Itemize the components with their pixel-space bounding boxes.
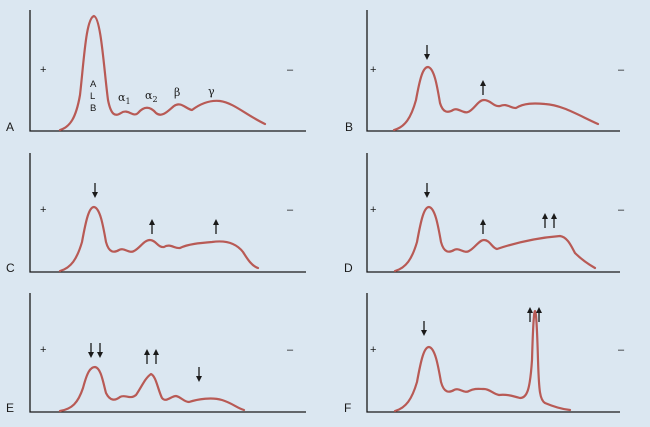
panel-d-letter: D bbox=[344, 261, 353, 275]
panel-f-axes bbox=[366, 293, 620, 413]
panel-f-curve bbox=[393, 309, 572, 413]
panel-b-minus-sign: – bbox=[618, 64, 625, 76]
panel-c-axes bbox=[29, 153, 306, 273]
panel-b-plus-sign: + bbox=[370, 64, 376, 76]
panel-c-alpha2-up-arrow bbox=[149, 219, 155, 234]
panel-e-letter: E bbox=[6, 401, 14, 415]
panel-b-curve bbox=[392, 65, 600, 132]
panel-e-alpha2-double-up-arrow bbox=[144, 349, 159, 364]
panel-f-m-spike-double-up-arrow bbox=[527, 307, 542, 322]
panel-c-gamma-up-arrow bbox=[213, 219, 219, 234]
panel-b-letter: B bbox=[345, 120, 353, 134]
alpha2-label-sub: 2 bbox=[152, 95, 157, 104]
alpha1-label-main: α bbox=[118, 91, 126, 104]
panel-f-albumin-down-arrow bbox=[421, 321, 427, 336]
panel-d-curve bbox=[393, 205, 597, 273]
alb-letter-a: A bbox=[90, 79, 97, 90]
alpha1-label-sub: 1 bbox=[125, 97, 130, 106]
panel-c-albumin-down-arrow bbox=[92, 183, 98, 198]
panel-b-alpha2-up-arrow bbox=[480, 80, 486, 95]
panel-c: C + – bbox=[6, 153, 306, 275]
panel-c-plus-sign: + bbox=[40, 204, 46, 216]
panel-e: E + – bbox=[6, 293, 306, 415]
panel-c-curve bbox=[58, 205, 260, 273]
panel-c-minus-sign: – bbox=[287, 204, 294, 216]
panel-a-letter: A bbox=[6, 120, 14, 134]
panel-b-albumin-down-arrow bbox=[424, 45, 430, 60]
alpha2-label: α2 bbox=[145, 89, 158, 104]
panel-a-axes bbox=[29, 10, 306, 132]
panel-d-plus-sign: + bbox=[370, 204, 376, 216]
panel-f-minus-sign: – bbox=[618, 344, 625, 356]
alpha2-label-main: α bbox=[145, 89, 153, 102]
panel-d-alpha2-up-arrow bbox=[480, 219, 486, 234]
panel-e-axes bbox=[29, 293, 306, 413]
panel-d: D + – bbox=[344, 153, 625, 275]
panel-a-minus-sign: – bbox=[287, 64, 294, 76]
panel-f: F + – bbox=[344, 293, 625, 415]
panel-c-letter: C bbox=[6, 261, 15, 275]
alb-letter-l: L bbox=[90, 91, 95, 102]
alb-letter-b: B bbox=[90, 103, 96, 114]
gamma-label: γ bbox=[208, 85, 215, 98]
panel-d-gamma-double-up-arrow bbox=[542, 213, 557, 228]
panel-a: A + – A L B α1 α2 β γ bbox=[6, 10, 306, 134]
panel-e-curve bbox=[58, 365, 246, 413]
panel-f-letter: F bbox=[344, 401, 351, 415]
alpha1-label: α1 bbox=[118, 91, 131, 106]
panel-d-axes bbox=[366, 153, 620, 273]
panel-e-minus-sign: – bbox=[287, 344, 294, 356]
panel-f-plus-sign: + bbox=[370, 344, 376, 356]
panel-b: B + – bbox=[345, 10, 625, 134]
panel-e-gamma-down-arrow bbox=[196, 367, 202, 382]
panel-d-albumin-down-arrow bbox=[424, 183, 430, 198]
beta-label: β bbox=[174, 86, 180, 99]
panel-e-albumin-double-down-arrow bbox=[88, 343, 103, 358]
panel-e-plus-sign: + bbox=[40, 344, 46, 356]
panel-b-axes bbox=[366, 10, 620, 132]
panel-a-plus-sign: + bbox=[40, 64, 46, 76]
panel-a-curve bbox=[58, 14, 267, 132]
panel-d-minus-sign: – bbox=[618, 204, 625, 216]
